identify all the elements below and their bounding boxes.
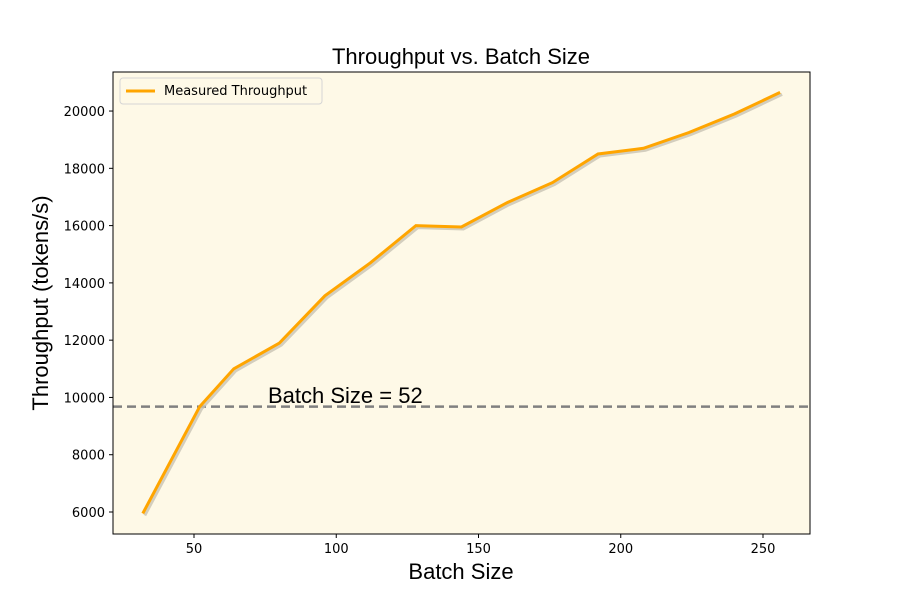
y-tick-label: 14000 [64,277,105,292]
y-tick-label: 6000 [72,506,105,521]
y-tick-label: 20000 [64,105,105,120]
chart-title: Throughput vs. Batch Size [332,44,590,69]
y-tick-label: 12000 [64,334,105,349]
x-tick-label: 200 [608,542,633,557]
y-tick-label: 10000 [64,391,105,406]
x-axis-ticks: 50 100 150 200 250 [186,534,776,557]
y-tick-label: 8000 [72,449,105,464]
x-tick-label: 250 [751,542,776,557]
x-tick-label: 100 [324,542,349,557]
plot-area [113,72,810,534]
y-tick-label: 18000 [64,162,105,177]
legend: Measured Throughput [119,77,323,105]
legend-label: Measured Throughput [164,84,307,99]
series-line [141,91,781,515]
y-tick-label: 16000 [64,220,105,235]
x-tick-label: 150 [466,542,491,557]
data-series [141,91,783,517]
plot-frame [112,71,811,535]
y-axis-label: Throughput (tokens/s) [28,195,53,410]
x-axis-label: Batch Size [408,559,513,584]
reference-line-label: Batch Size = 52 [268,383,423,408]
y-axis-ticks: 6000 8000 10000 12000 14000 16000 18000 20000 [64,105,113,521]
x-tick-label: 50 [186,542,203,557]
series-shadow [143,93,783,517]
